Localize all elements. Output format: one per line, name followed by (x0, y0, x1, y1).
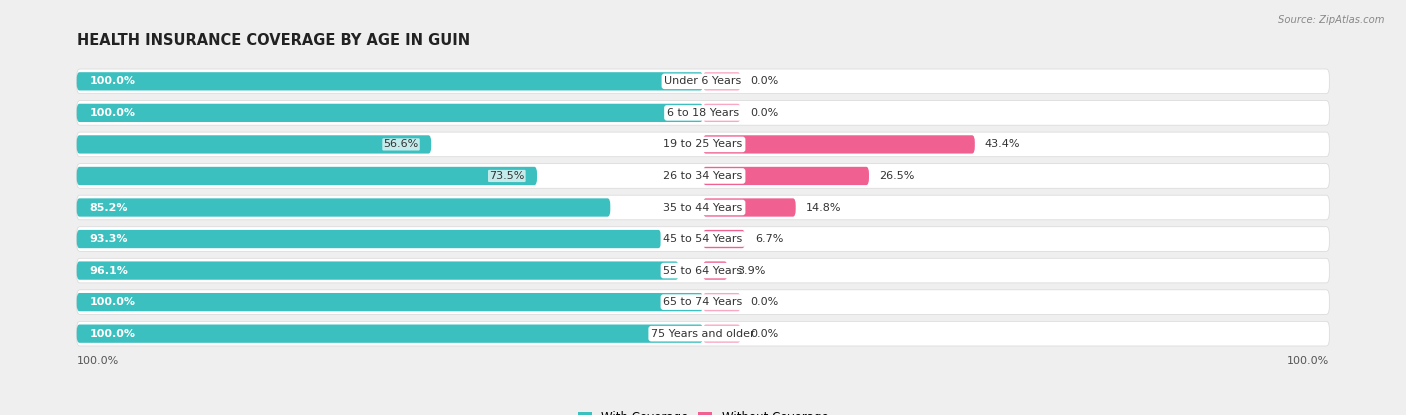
Text: 26 to 34 Years: 26 to 34 Years (664, 171, 742, 181)
Text: 100.0%: 100.0% (89, 297, 135, 307)
FancyBboxPatch shape (77, 261, 679, 280)
FancyBboxPatch shape (77, 195, 1329, 220)
Text: 75 Years and older: 75 Years and older (651, 329, 755, 339)
Text: Source: ZipAtlas.com: Source: ZipAtlas.com (1278, 15, 1385, 24)
FancyBboxPatch shape (703, 104, 741, 122)
Text: 3.9%: 3.9% (738, 266, 766, 276)
FancyBboxPatch shape (77, 325, 703, 343)
FancyBboxPatch shape (703, 135, 974, 154)
FancyBboxPatch shape (703, 72, 741, 90)
FancyBboxPatch shape (77, 230, 661, 248)
Text: 65 to 74 Years: 65 to 74 Years (664, 297, 742, 307)
FancyBboxPatch shape (77, 135, 432, 154)
FancyBboxPatch shape (77, 290, 1329, 315)
FancyBboxPatch shape (77, 321, 1329, 346)
Text: 19 to 25 Years: 19 to 25 Years (664, 139, 742, 149)
Text: 93.3%: 93.3% (89, 234, 128, 244)
Text: 55 to 64 Years: 55 to 64 Years (664, 266, 742, 276)
Text: 100.0%: 100.0% (89, 329, 135, 339)
FancyBboxPatch shape (703, 167, 869, 185)
FancyBboxPatch shape (77, 227, 1329, 251)
Text: Under 6 Years: Under 6 Years (665, 76, 741, 86)
Text: 0.0%: 0.0% (751, 329, 779, 339)
FancyBboxPatch shape (703, 198, 796, 217)
FancyBboxPatch shape (77, 293, 703, 311)
Text: 6 to 18 Years: 6 to 18 Years (666, 108, 740, 118)
Text: HEALTH INSURANCE COVERAGE BY AGE IN GUIN: HEALTH INSURANCE COVERAGE BY AGE IN GUIN (77, 33, 470, 48)
Legend: With Coverage, Without Coverage: With Coverage, Without Coverage (572, 406, 834, 415)
Text: 100.0%: 100.0% (77, 356, 120, 366)
FancyBboxPatch shape (703, 293, 741, 311)
Text: 0.0%: 0.0% (751, 76, 779, 86)
FancyBboxPatch shape (77, 100, 1329, 125)
FancyBboxPatch shape (77, 69, 1329, 94)
Text: 14.8%: 14.8% (806, 203, 841, 212)
Text: 35 to 44 Years: 35 to 44 Years (664, 203, 742, 212)
FancyBboxPatch shape (77, 198, 610, 217)
Text: 96.1%: 96.1% (89, 266, 128, 276)
Text: 6.7%: 6.7% (755, 234, 783, 244)
FancyBboxPatch shape (703, 261, 727, 280)
Text: 73.5%: 73.5% (489, 171, 524, 181)
Text: 56.6%: 56.6% (384, 139, 419, 149)
Text: 43.4%: 43.4% (984, 139, 1021, 149)
FancyBboxPatch shape (77, 72, 703, 90)
FancyBboxPatch shape (77, 132, 1329, 157)
Text: 26.5%: 26.5% (879, 171, 914, 181)
Text: 85.2%: 85.2% (89, 203, 128, 212)
Text: 100.0%: 100.0% (89, 108, 135, 118)
Text: 100.0%: 100.0% (1286, 356, 1329, 366)
FancyBboxPatch shape (703, 230, 745, 248)
FancyBboxPatch shape (77, 167, 537, 185)
Text: 0.0%: 0.0% (751, 297, 779, 307)
FancyBboxPatch shape (77, 258, 1329, 283)
FancyBboxPatch shape (77, 164, 1329, 188)
FancyBboxPatch shape (703, 325, 741, 343)
Text: 100.0%: 100.0% (89, 76, 135, 86)
Text: 0.0%: 0.0% (751, 108, 779, 118)
Text: 45 to 54 Years: 45 to 54 Years (664, 234, 742, 244)
FancyBboxPatch shape (77, 104, 703, 122)
